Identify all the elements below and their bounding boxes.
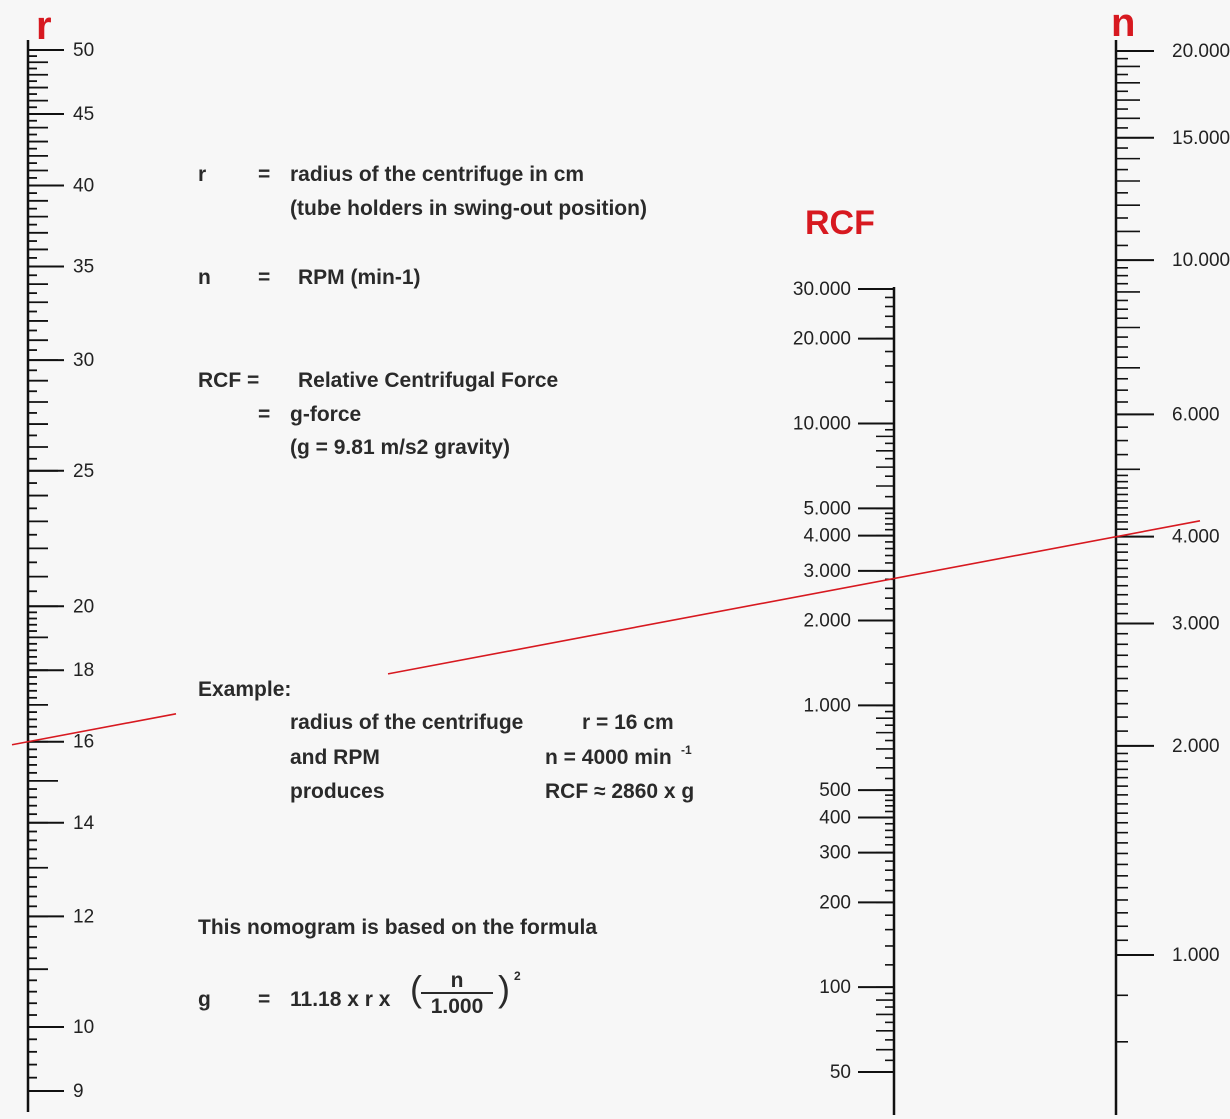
rcf-tick-label: 3.000: [803, 561, 851, 582]
n-tick-label: 6.000: [1172, 404, 1220, 425]
example-radius-value: r = 16 cm: [582, 711, 674, 734]
rcf-tick-label: 400: [819, 807, 851, 828]
legend-gforce-equals: =: [258, 403, 271, 426]
formula-expression: 11.18 x r x: [290, 988, 391, 1011]
r-tick-label: 16: [73, 732, 94, 753]
r-tick-label: 30: [73, 350, 94, 371]
rcf-tick-label: 50: [830, 1062, 851, 1083]
formula-intro: This nomogram is based on the formula: [198, 916, 598, 939]
legend-rcf-description: Relative Centrifugal Force: [298, 369, 559, 392]
formula-left-paren: (: [410, 968, 422, 1009]
rcf-tick-label: 100: [819, 977, 851, 998]
rcf-tick-label: 2.000: [803, 610, 851, 631]
n-tick-label: 4.000: [1172, 527, 1220, 548]
rcf-tick-label: 20.000: [793, 329, 851, 350]
rcf-axis-title: RCF: [805, 204, 875, 242]
example-rpm-value: n = 4000 min: [545, 746, 672, 769]
rcf-tick-label: 500: [819, 780, 851, 801]
legend-r-equals: =: [258, 163, 271, 186]
legend-r-note: (tube holders in swing-out position): [290, 197, 647, 220]
n-axis-title: n: [1111, 1, 1136, 45]
example-isopleth-right: [387, 520, 1201, 675]
legend-r-symbol: r: [198, 163, 207, 186]
formula-equals: =: [258, 988, 271, 1011]
r-tick-label: 12: [73, 906, 94, 927]
formula-fraction-bar: [421, 992, 493, 994]
rcf-tick-label: 5.000: [803, 498, 851, 519]
n-tick-label: 1.000: [1172, 945, 1220, 966]
r-tick-label: 25: [73, 461, 94, 482]
legend-n-description: RPM (min-1): [298, 266, 421, 289]
example-isopleth-left: [11, 713, 177, 746]
r-tick-label: 10: [73, 1017, 94, 1038]
n-tick-label: 3.000: [1172, 613, 1220, 634]
n-tick-label: 20.000: [1172, 41, 1230, 62]
example-heading: Example:: [198, 678, 292, 701]
formula-right-paren: ): [498, 968, 510, 1009]
rcf-tick-label: 1.000: [803, 695, 851, 716]
example-result-value: RCF ≈ 2860 x g: [545, 780, 695, 803]
example-rpm-label: and RPM: [290, 746, 380, 769]
n-tick-label: 10.000: [1172, 250, 1230, 271]
r-tick-label: 35: [73, 257, 94, 278]
r-tick-label: 45: [73, 104, 94, 125]
r-tick-label: 40: [73, 175, 94, 196]
n-tick-label: 15.000: [1172, 128, 1230, 149]
formula-lhs: g: [198, 988, 211, 1011]
legend-gravity-note: (g = 9.81 m/s2 gravity): [290, 436, 511, 459]
example-radius-label: radius of the centrifuge: [290, 711, 524, 734]
rcf-tick-label: 30.000: [793, 279, 851, 300]
example-rpm-exponent: -1: [681, 743, 692, 757]
legend-n-equals: =: [258, 266, 271, 289]
r-tick-label: 14: [73, 813, 95, 834]
formula-exponent: 2: [514, 969, 521, 983]
r-tick-label: 9: [73, 1081, 84, 1102]
n-tick-label: 2.000: [1172, 736, 1220, 757]
legend-rcf-symbol: RCF =: [198, 369, 260, 392]
formula-denominator: 1.000: [430, 995, 484, 1018]
legend-n-symbol: n: [198, 266, 211, 289]
rcf-tick-label: 200: [819, 892, 851, 913]
r-tick-label: 18: [73, 660, 94, 681]
rcf-tick-label: 10.000: [793, 413, 851, 434]
r-tick-label: 50: [73, 40, 94, 61]
legend-gforce: g-force: [290, 403, 362, 426]
rcf-tick-label: 4.000: [803, 526, 851, 547]
formula-numerator: n: [450, 969, 464, 992]
rcf-tick-label: 300: [819, 843, 851, 864]
legend-r-description: radius of the centrifuge in cm: [290, 163, 585, 186]
r-tick-label: 20: [73, 596, 94, 617]
example-result-label: produces: [290, 780, 385, 803]
r-axis-title: r: [36, 4, 52, 48]
